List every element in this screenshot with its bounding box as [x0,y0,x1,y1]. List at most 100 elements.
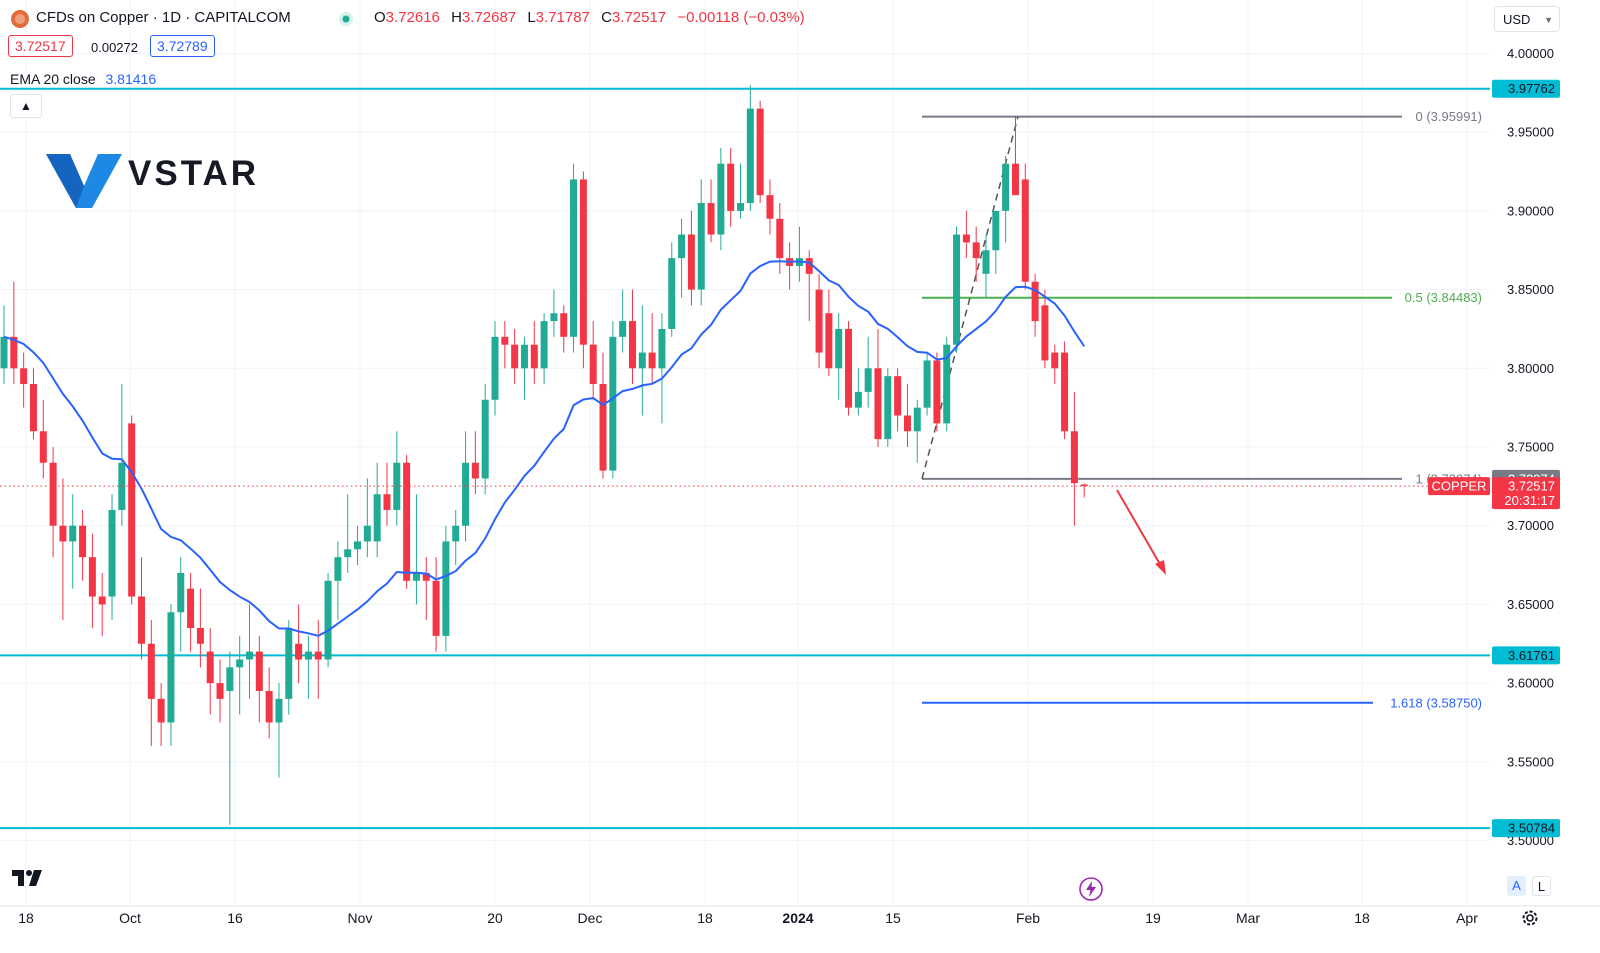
last-price-label: 3.72517 [1508,479,1555,494]
candle-up [275,698,283,723]
close-label: C [601,9,612,26]
candle-down [530,344,538,369]
currency-select[interactable]: USD ▼ [1494,6,1560,32]
candle-up [442,541,450,636]
symbol-title[interactable]: CFDs on Copper · 1D · CAPITALCOM [36,9,291,26]
candle-down [1061,352,1069,432]
candle-down [314,651,322,660]
ema-legend[interactable]: EMA 20 close 3.81416 [10,71,156,87]
candle-down [825,313,833,369]
price-tag[interactable] [1492,646,1560,665]
chevron-down-icon: ▼ [1544,15,1553,25]
open-value: 3.72616 [385,9,440,26]
forecast-arrow-head [1155,560,1166,575]
candle-down [20,368,28,385]
y-tick-label: 3.55000 [1507,754,1554,769]
tradingview-logo-icon[interactable] [12,868,46,888]
candle-up [452,525,460,542]
candle-down [874,368,882,440]
ema-legend-value: 3.81416 [105,71,157,87]
candle-up [619,321,627,337]
candle-up [373,494,381,542]
candle-down [1011,163,1019,196]
buy-button[interactable]: 3.72789 [150,35,215,57]
candle-down [265,690,273,723]
candle-down [707,203,715,235]
horizontal-levels[interactable] [0,87,1490,830]
market-open-dot-icon [339,12,353,26]
brand-name: VSTAR [128,154,260,193]
x-tick-label: Oct [119,910,141,926]
forecast-arrow-line [1116,489,1162,567]
price-tag[interactable] [1492,79,1560,98]
sell-button[interactable]: 3.72517 [8,35,73,57]
candle-down [962,234,970,243]
candle-up [746,108,754,204]
x-tick-label: 18 [18,910,34,926]
candle-down [589,344,597,385]
candle-down [206,651,214,684]
candle-down [972,242,980,259]
price-tag[interactable] [1492,819,1560,838]
spread-value: 0.00272 [91,40,138,55]
gear-icon[interactable] [1520,908,1540,928]
collapse-legend-button[interactable]: ▲ [10,94,42,118]
candle-down [894,376,902,416]
candle-down [1080,484,1088,487]
candle-up [717,163,725,235]
candle-down [79,525,87,558]
candle-down [49,462,57,526]
candle-down [766,195,774,219]
candle-up [167,612,175,723]
candle-up [570,179,578,337]
candle-up [481,399,489,479]
candle-up [1002,163,1010,211]
symbol-tag-bg [1428,477,1490,496]
price-axis[interactable]: 4.00000 3.95000 3.90000 3.85000 3.80000 3.750… [1428,46,1560,848]
candle-down [1051,352,1059,369]
candle-down [137,596,145,644]
x-tick-label: Mar [1236,910,1260,926]
candles [0,84,1088,825]
candle-up [737,203,744,211]
candle-down [815,289,823,353]
candle-down [432,580,440,636]
candle-down [403,462,411,581]
candle-down [29,384,37,432]
x-tick-label: 19 [1145,910,1161,926]
low-value: 3.71787 [535,9,590,26]
y-tick-label: 3.75000 [1507,440,1554,455]
x-tick-label: 15 [885,910,901,926]
y-tick-label: 3.60000 [1507,676,1554,691]
candle-up [0,336,8,369]
ema-legend-name: EMA 20 close [10,71,96,87]
ohlc-values: O3.72616 H3.72687 L3.71787 C3.72517 −0.0… [374,9,812,26]
high-label: H [451,9,462,26]
candle-up [854,391,862,408]
candle-up [363,525,371,542]
candle-down [196,628,204,644]
candle-up [412,572,420,581]
x-tick-label: 20 [487,910,503,926]
candle-up [658,328,666,369]
lightning-icon[interactable] [1078,876,1104,902]
low-label: L [527,9,536,26]
candle-down [579,179,587,345]
candle-down [1041,305,1049,361]
candle-down [59,525,67,542]
time-axis[interactable]: 18 Oct 16 Nov 20 Dec 18 2024 15 Feb 19 Mar 18 Apr [0,905,1600,926]
candle-up [943,344,951,424]
candle-up [697,203,705,290]
candle-down [128,423,136,597]
candle-down [687,234,695,290]
candle-up [236,659,244,668]
y-tick-label: 3.65000 [1507,597,1554,612]
auto-scale-button[interactable]: A [1507,876,1526,896]
log-scale-button[interactable]: L [1532,876,1551,896]
last-price-tag[interactable] [1492,477,1560,510]
price-tag-label: 3.97762 [1508,81,1555,96]
candle-up [668,258,676,329]
y-tick-label: 3.70000 [1507,518,1554,533]
candle-up [864,368,872,392]
